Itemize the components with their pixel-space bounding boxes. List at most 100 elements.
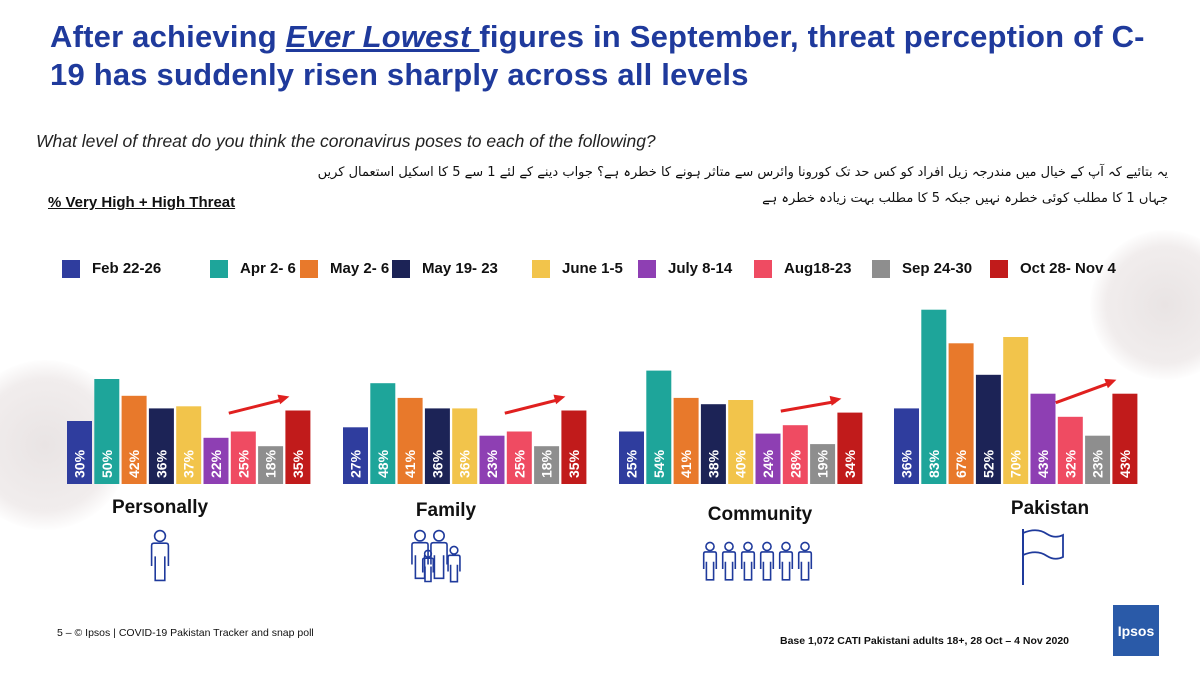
trend-arrow-head	[553, 394, 566, 405]
survey-question: What level of threat do you think the co…	[36, 131, 656, 151]
data-label: 37%	[181, 449, 197, 478]
legend-swatch	[392, 260, 410, 278]
data-label: 36%	[457, 449, 473, 478]
bar	[258, 446, 284, 484]
bar	[1057, 416, 1083, 484]
bar	[1085, 435, 1111, 484]
data-label: 25%	[624, 449, 640, 478]
bar	[67, 421, 92, 484]
bar	[203, 437, 229, 484]
legend-label: July 8-14	[668, 260, 733, 277]
survey-question-urdu: یہ بتائیے کہ آپ کے خیال میں مندرجہ زیل ا…	[317, 165, 1168, 206]
legend-swatch	[872, 260, 890, 278]
title-emphasis: Ever Lowest	[285, 19, 480, 54]
data-label: 25%	[511, 449, 527, 478]
data-label: 40%	[733, 449, 749, 478]
bar	[755, 433, 781, 484]
bar	[148, 408, 174, 484]
data-label: 35%	[566, 449, 582, 478]
bar	[782, 425, 808, 484]
data-label: 30%	[72, 449, 88, 478]
bar	[424, 408, 450, 484]
bar	[673, 397, 699, 484]
legend-label: Apr 2- 6	[240, 260, 296, 277]
legend-label: May 2- 6	[330, 260, 390, 277]
footer-base: Base 1,072 CATI Pakistani adults 18+, 28…	[780, 635, 1069, 647]
data-label: 34%	[842, 449, 858, 478]
title-part2: figures in September, threat perception …	[50, 19, 1145, 92]
bar	[921, 309, 947, 484]
bar-group-personally: 30% 50% 42% 36% 37% 22% 25% 18% 35%	[67, 379, 311, 484]
bar	[894, 408, 919, 484]
data-label: 18%	[263, 449, 279, 478]
legend-swatch	[210, 260, 228, 278]
virus-decoration-right	[1090, 230, 1200, 380]
category-label-pakistan: Pakistan	[1010, 498, 1090, 519]
data-label: 70%	[1008, 449, 1024, 478]
legend-label: May 19- 23	[422, 260, 498, 277]
bar	[975, 374, 1001, 484]
legend-label: Aug18-23	[784, 260, 852, 277]
trend-arrow	[1055, 381, 1111, 405]
bar	[561, 410, 587, 484]
bar	[810, 444, 836, 484]
bar-group-community: 25% 54% 41% 38% 40% 24% 28% 19% 34%	[619, 370, 863, 484]
data-label: 22%	[208, 449, 224, 478]
ipsos-logo: Ipsos	[1113, 605, 1159, 656]
data-label: 42%	[126, 449, 142, 478]
trend-arrow	[228, 398, 284, 415]
data-label: 36%	[153, 449, 169, 478]
metric-label: % Very High + High Threat	[48, 194, 236, 211]
person-icon	[145, 528, 175, 589]
category-label-personally: Personally	[111, 497, 209, 518]
data-label: 43%	[1035, 449, 1051, 478]
data-label: 28%	[787, 449, 803, 478]
bar	[948, 343, 974, 484]
data-label: 41%	[678, 449, 694, 478]
data-label: 25%	[235, 449, 251, 478]
bar	[1112, 393, 1138, 484]
trend-arrow	[504, 398, 560, 415]
data-label: 23%	[484, 449, 500, 478]
bar	[1030, 393, 1056, 484]
bar	[837, 412, 863, 484]
community-icon	[700, 536, 820, 591]
bar	[176, 406, 202, 484]
footer-source: 5 – © Ipsos | COVID-19 Pakistan Tracker …	[57, 627, 314, 639]
legend-swatch	[532, 260, 550, 278]
page-title: After achieving Ever Lowest figures in S…	[50, 18, 1170, 94]
bar	[370, 383, 396, 484]
legend-swatch	[300, 260, 318, 278]
bar	[479, 435, 505, 484]
bar	[121, 395, 147, 484]
category-label-community: Community	[707, 504, 813, 525]
data-label: 19%	[815, 449, 831, 478]
bar	[285, 410, 311, 484]
bar-group-family: 27% 48% 41% 36% 36% 23% 25% 18% 35%	[343, 383, 587, 484]
legend-label: Feb 22-26	[92, 260, 162, 277]
data-label: 35%	[290, 449, 306, 478]
data-label: 48%	[375, 449, 391, 478]
bar	[534, 446, 560, 484]
bar	[646, 370, 672, 484]
data-label: 24%	[760, 449, 776, 478]
data-label: 23%	[1090, 449, 1106, 478]
data-label: 36%	[899, 449, 915, 478]
data-label: 32%	[1062, 449, 1078, 478]
trend-arrow	[780, 400, 836, 413]
data-label: 36%	[429, 449, 445, 478]
legend-label: Oct 28- Nov 4	[1020, 260, 1116, 277]
title-part1: After achieving	[50, 19, 286, 54]
data-label: 41%	[402, 449, 418, 478]
data-label: 18%	[539, 449, 555, 478]
trend-arrow-head	[277, 394, 290, 405]
legend-swatch	[62, 260, 80, 278]
category-label-family: Family	[415, 500, 477, 521]
data-label: 38%	[705, 449, 721, 478]
bar	[619, 431, 644, 484]
flag-icon	[1015, 525, 1067, 592]
trend-arrow-head	[829, 395, 842, 406]
bar	[700, 404, 726, 484]
trend-arrow-head	[1104, 378, 1117, 389]
